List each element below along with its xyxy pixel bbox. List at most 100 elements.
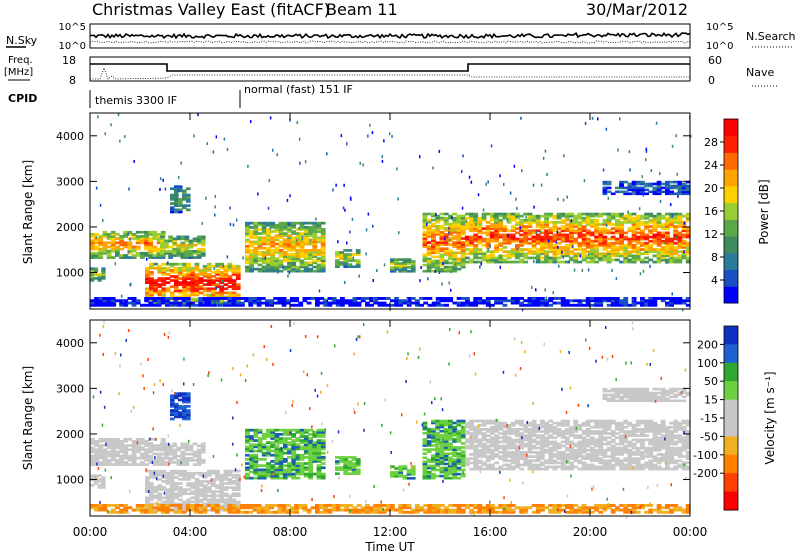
x-tick-label: 04:00: [173, 525, 208, 539]
power-cbar-label: Power [dB]: [757, 179, 771, 244]
freq-tick-top: 18: [62, 54, 76, 67]
nsearch-tick-bottom: 10^0: [706, 41, 733, 52]
x-tick-label: 00:00: [73, 525, 108, 539]
nsky-panel: N.Sky 10^5 10^0 10^5 10^0 N.Search: [6, 22, 796, 52]
figure-title: Christmas Valley East (fitACF): [92, 0, 330, 19]
echo-region: [602, 180, 691, 196]
echo-region: [90, 267, 106, 282]
colorbar-tick-label: -15: [700, 412, 718, 425]
colorbar-swatch: [724, 418, 738, 437]
beam-label: Beam 11: [326, 0, 398, 19]
noise-echoes: [92, 113, 692, 312]
colorbar-swatch: [724, 202, 738, 220]
echo-region: [170, 392, 191, 421]
x-tick-label: 12:00: [373, 525, 408, 539]
nsky-tick-top: 10^5: [59, 22, 86, 33]
echo-region: [145, 262, 241, 305]
x-tick-label: 16:00: [473, 525, 508, 539]
cpid-mode-2: normal (fast) 151 IF: [244, 83, 353, 96]
echo-region: [390, 465, 416, 480]
x-tick-label: 08:00: [273, 525, 308, 539]
nsearch-trace: [89, 40, 691, 44]
nsky-label: N.Sky: [6, 34, 38, 47]
echo-region: [245, 428, 326, 480]
nsearch-label: N.Search: [746, 30, 796, 43]
y-tick-label: 1000: [56, 267, 84, 280]
echo-region: [170, 185, 191, 214]
colorbar-swatch: [724, 344, 738, 364]
echo-region: [160, 235, 206, 259]
nave-tick-bottom: 0: [708, 74, 715, 87]
echo-region: [90, 504, 691, 514]
colorbar-tick-label: 28: [704, 136, 718, 149]
colorbar-tick-label: 16: [704, 205, 718, 218]
freq-tick-bottom: 8: [69, 74, 76, 87]
y-tick-label: 3000: [56, 382, 84, 395]
colorbar-swatch: [724, 252, 738, 271]
colorbar-tick-label: 50: [704, 375, 718, 388]
power-echoes: [90, 113, 692, 312]
echo-region: [602, 387, 691, 403]
colorbar-swatch: [724, 454, 738, 474]
colorbar-swatch: [724, 491, 738, 511]
y-tick-label: 3000: [56, 175, 84, 188]
nsky-tick-bottom: 10^0: [59, 41, 86, 52]
colorbar-swatch: [724, 169, 738, 187]
nsearch-tick-top: 10^5: [706, 22, 733, 33]
power-ylabel: Slant Range [km]: [21, 160, 35, 264]
time-axis: 00:00 04:00 08:00 12:00 16:00 20:00 00:00: [73, 113, 708, 539]
velocity-echoes: [90, 320, 691, 519]
colorbar-swatch: [724, 326, 738, 345]
colorbar-tick-label: 24: [704, 159, 718, 172]
colorbar-swatch: [724, 135, 738, 153]
cpid-panel: CPID themis 3300 IF normal (fast) 151 IF: [8, 83, 353, 108]
colorbar-tick-label: -200: [693, 467, 718, 480]
velocity-cbar-label: Velocity [m s⁻¹]: [763, 371, 777, 464]
colorbar-swatch: [724, 119, 738, 137]
colorbar-swatch: [724, 436, 738, 456]
colorbar-tick-label: 8: [711, 251, 718, 264]
colorbar-tick-label: 100: [697, 357, 718, 370]
colorbar-swatch: [724, 399, 738, 419]
colorbar-tick-label: 15: [704, 394, 718, 407]
velocity-y-axis: 1000 2000 3000 4000: [56, 337, 690, 487]
x-tick-label: 00:00: [673, 525, 708, 539]
y-tick-label: 4000: [56, 337, 84, 350]
colorbar-swatch: [724, 152, 738, 170]
noise-echoes: [92, 320, 687, 519]
colorbar-swatch: [724, 381, 738, 401]
colorbar-tick-label: 20: [704, 182, 718, 195]
colorbar-swatch: [724, 236, 738, 254]
nave-tick-top: 60: [708, 54, 722, 67]
colorbar-tick-label: 12: [704, 228, 718, 241]
echo-region: [90, 297, 691, 307]
colorbar-swatch: [724, 362, 738, 382]
power-colorbar: Power [dB] 4 8 12 16 20 24 28: [704, 118, 771, 304]
echo-region: [335, 456, 361, 475]
freq-label: Freq.: [8, 55, 33, 66]
freq-trace: [90, 63, 690, 72]
xaxis-label: Time UT: [364, 540, 415, 554]
cpid-label: CPID: [8, 92, 37, 105]
echo-region: [422, 419, 466, 480]
echo-region: [465, 419, 691, 471]
freq-panel: Freq. [MHz] 18 8 60 0 Nave: [4, 54, 778, 87]
colorbar-swatch: [724, 219, 738, 237]
colorbar-tick-label: 4: [711, 274, 718, 287]
nave-trace: [90, 66, 690, 80]
colorbar-swatch: [724, 185, 738, 204]
date-label: 30/Mar/2012: [586, 0, 688, 19]
echo-region: [422, 212, 466, 273]
y-tick-label: 2000: [56, 221, 84, 234]
velocity-panel: 1000 2000 3000 4000 Slant Range [km]: [21, 319, 691, 519]
freq-frame: [89, 56, 691, 82]
y-tick-label: 4000: [56, 130, 84, 143]
y-tick-label: 1000: [56, 474, 84, 487]
echo-region: [245, 221, 326, 273]
colorbar-swatch: [724, 286, 738, 304]
y-tick-label: 2000: [56, 428, 84, 441]
nsky-trace: [89, 31, 691, 40]
colorbar-tick-label: 200: [697, 338, 718, 351]
colorbar-tick-label: -50: [700, 430, 718, 443]
